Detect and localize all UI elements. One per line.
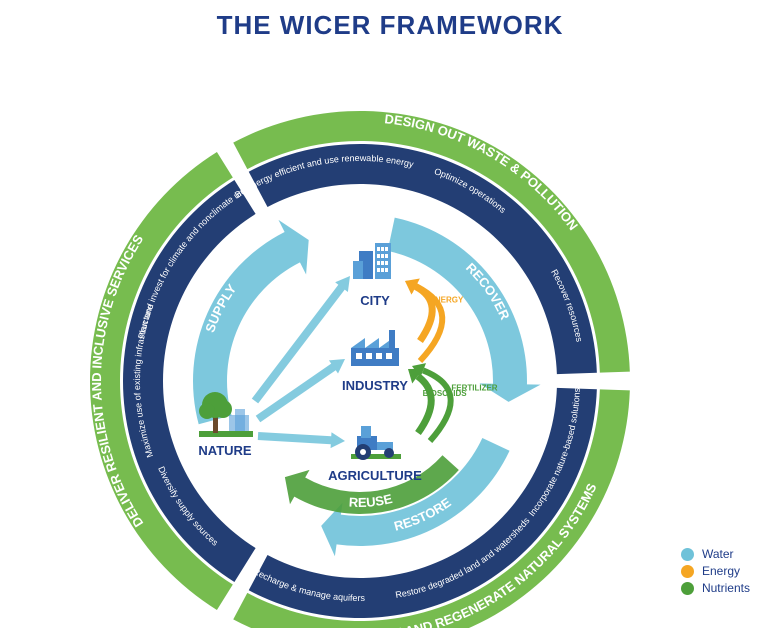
- supply-arrow-city: [252, 276, 350, 403]
- legend-dot-water: [681, 548, 694, 561]
- node-label-industry: INDUSTRY: [342, 378, 408, 393]
- node-label-agriculture: AGRICULTURE: [328, 468, 422, 483]
- factory-icon: [351, 330, 399, 366]
- legend-label-water: Water: [702, 547, 734, 561]
- legend-item-water: Water: [681, 547, 750, 561]
- legend-dot-energy: [681, 565, 694, 578]
- legend-label-energy: Energy: [702, 564, 740, 578]
- tractor-icon: [351, 426, 401, 460]
- legend-item-nutrients: Nutrients: [681, 581, 750, 595]
- city-icon: [353, 243, 391, 279]
- node-label-nature: NATURE: [198, 443, 252, 458]
- supply-arrow-agri: [258, 432, 345, 448]
- legend-item-energy: Energy: [681, 564, 750, 578]
- wicer-diagram: DELIVER RESILIENT AND INCLUSIVE SERVICES…: [0, 41, 780, 628]
- tree-icon: [199, 392, 253, 437]
- supply-arrow-industry: [256, 359, 345, 422]
- legend-label-nutrients: Nutrients: [702, 581, 750, 595]
- flow-fertilizer-label: FERTILIZER: [451, 384, 497, 393]
- legend-dot-nutrients: [681, 582, 694, 595]
- flow-biosolids: [418, 376, 432, 433]
- legend: Water Energy Nutrients: [681, 544, 750, 598]
- node-label-city: CITY: [360, 293, 390, 308]
- page-title: THE WICER FRAMEWORK: [0, 10, 780, 41]
